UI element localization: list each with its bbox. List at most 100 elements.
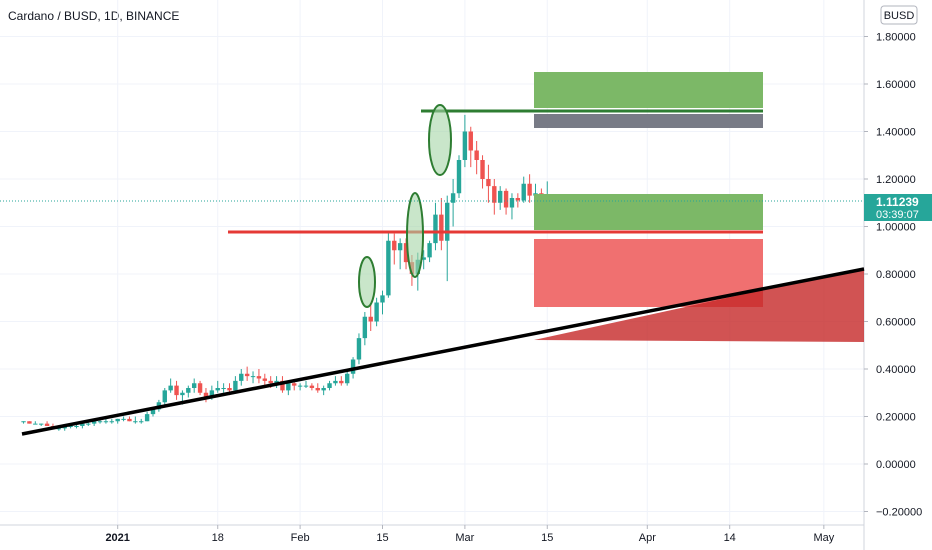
target-zone-upper[interactable] [534, 72, 763, 108]
candle-body [339, 380, 344, 384]
candle [297, 383, 303, 391]
candle-body [509, 198, 515, 208]
candle [392, 233, 397, 265]
candle-body [356, 338, 362, 360]
countdown-value: 03:39:07 [876, 209, 919, 221]
candle [162, 388, 167, 405]
candle-body [74, 426, 79, 427]
x-tick-label: May [813, 532, 834, 544]
candle-body [38, 423, 44, 425]
candle [421, 250, 426, 270]
x-tick-label: 15 [376, 532, 388, 544]
candle [462, 114, 468, 168]
candle [309, 383, 315, 391]
candle-body [109, 421, 115, 423]
candle [480, 155, 485, 189]
candle-body [227, 388, 232, 391]
last-price-value: 1.11239 [876, 195, 919, 209]
candle-body [215, 388, 220, 391]
candle-body [139, 421, 144, 423]
candle [374, 297, 379, 327]
candle-body [244, 373, 250, 377]
price-axis[interactable]: 1.80000 1.60000 1.40000 1.20000 1.00000 0.800… [864, 32, 922, 519]
candle [139, 418, 144, 424]
candle [356, 333, 362, 365]
grey-zone[interactable] [534, 114, 763, 128]
highlight-ellipse-2[interactable] [406, 192, 424, 278]
ascending-trendline[interactable] [21, 267, 865, 436]
candle-body [21, 421, 26, 423]
candle-body [521, 183, 526, 201]
candle-body [392, 240, 397, 251]
x-tick-label: Apr [639, 532, 656, 544]
candle-body [427, 243, 432, 258]
candle-body [27, 421, 32, 424]
candle [362, 312, 368, 346]
candle [244, 366, 250, 381]
candle-body [86, 423, 91, 425]
candle-body [474, 150, 479, 160]
candle [233, 376, 238, 393]
candle [27, 421, 32, 424]
candle [274, 376, 279, 388]
candle-body [44, 423, 50, 426]
time-axis[interactable]: 2021 18 Feb 15 Mar 15 Apr 14 May [105, 525, 835, 544]
candle-body [221, 388, 226, 389]
candle [315, 383, 320, 393]
y-tick-label: 0.40000 [876, 364, 916, 376]
candle [144, 411, 150, 422]
candle [197, 380, 203, 396]
candle-body [468, 131, 473, 151]
candle-body [203, 392, 209, 398]
candle-body [197, 383, 203, 393]
candle [468, 126, 473, 168]
candle [527, 174, 532, 203]
last-price-label: 1.11239 03:39:07 [864, 194, 932, 221]
candle-body [91, 421, 97, 424]
candle-body [303, 385, 309, 387]
candle-body [33, 423, 38, 425]
candle [327, 380, 332, 391]
candle-body [433, 214, 438, 244]
candle-body [274, 380, 279, 384]
candle [127, 416, 132, 422]
candle [109, 418, 115, 424]
highlight-ellipse-1[interactable] [358, 256, 376, 308]
candle [44, 421, 50, 426]
candle [133, 416, 138, 424]
candle [439, 198, 444, 251]
candle [292, 380, 297, 391]
y-tick-label: 1.00000 [876, 222, 916, 234]
candle-body [97, 421, 103, 423]
candle [262, 373, 268, 386]
candle-body [333, 380, 338, 384]
y-tick-label: 0.60000 [876, 317, 916, 329]
candle [303, 380, 309, 388]
candle-body [462, 131, 468, 160]
candle-body [133, 421, 138, 423]
candle-body [527, 183, 532, 196]
candle [445, 195, 450, 282]
highlight-ellipse-3[interactable] [428, 104, 452, 176]
x-tick-label: Feb [291, 532, 310, 544]
target-zone-lower[interactable] [534, 194, 763, 230]
y-tick-label: 0.20000 [876, 412, 916, 424]
candle [174, 380, 179, 400]
candle-body [280, 380, 285, 391]
candle-body [439, 214, 444, 241]
candle-body [127, 418, 132, 422]
candle [250, 371, 256, 384]
candle-body [321, 388, 326, 391]
candle-body [262, 378, 268, 381]
candle [321, 385, 326, 396]
candle [344, 371, 350, 386]
x-tick-label: 15 [541, 532, 553, 544]
candle [456, 155, 462, 198]
candle [103, 418, 109, 424]
candle-body [174, 385, 179, 396]
candle [221, 383, 226, 393]
drawings[interactable] [21, 72, 865, 436]
candle [33, 421, 38, 425]
currency-badge[interactable]: BUSD [880, 5, 918, 25]
